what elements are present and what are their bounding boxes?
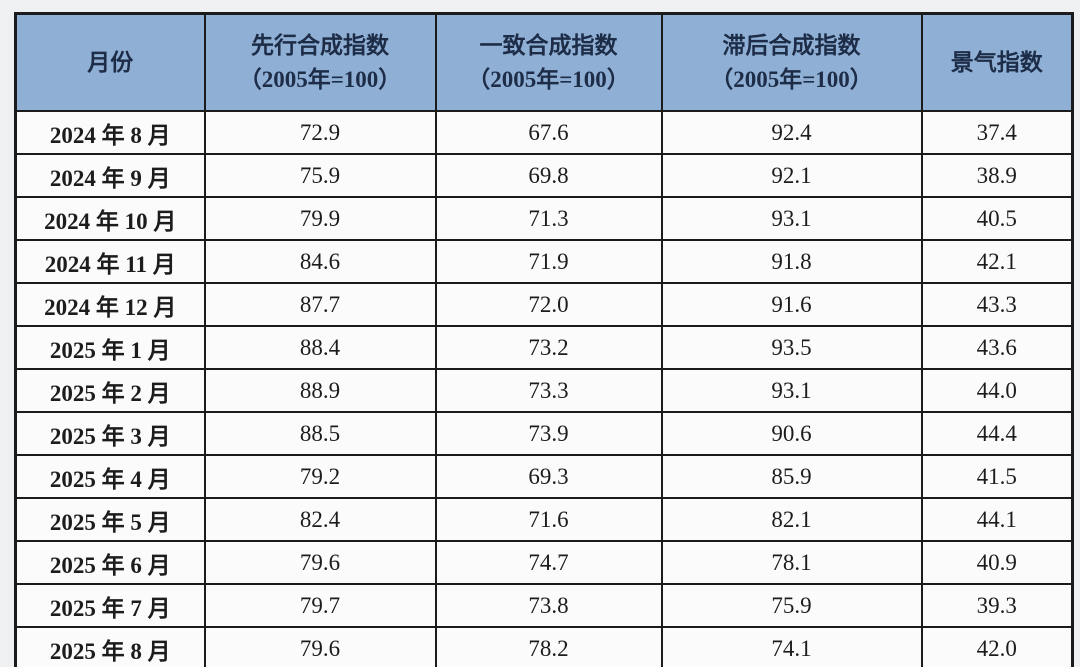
table-row: 2025 年 2 月 88.9 73.3 93.1 44.0 (14, 368, 1074, 413)
column-header-month: 月份 (14, 12, 206, 112)
value-cell: 78.1 (660, 540, 923, 585)
value-cell: 92.1 (660, 153, 923, 198)
value-cell: 88.5 (203, 411, 437, 456)
month-cell: 2025 年 7 月 (14, 583, 206, 628)
column-header-label: 一致合成指数 (479, 33, 618, 59)
table-row: 2025 年 7 月 79.7 73.8 75.9 39.3 (14, 583, 1074, 628)
table-row: 2025 年 3 月 88.5 73.9 90.6 44.4 (14, 411, 1074, 456)
value-cell: 82.4 (203, 497, 437, 542)
value-cell: 44.1 (920, 497, 1074, 542)
value-cell: 78.2 (434, 626, 663, 667)
value-cell: 75.9 (203, 153, 437, 198)
value-cell: 74.7 (434, 540, 663, 585)
value-cell: 72.0 (434, 282, 663, 327)
value-cell: 44.4 (920, 411, 1074, 456)
value-cell: 73.3 (434, 368, 663, 413)
value-cell: 40.5 (920, 196, 1074, 241)
header-row: 月份 先行合成指数 （2005年=100） 一致合成指数 （2005年=100）… (14, 12, 1074, 112)
value-cell: 71.3 (434, 196, 663, 241)
table-row: 2024 年 8 月 72.9 67.6 92.4 37.4 (14, 110, 1074, 155)
value-cell: 43.6 (920, 325, 1074, 370)
month-cell: 2024 年 10 月 (14, 196, 206, 241)
column-header-sublabel: （2005年=100） (467, 66, 630, 92)
column-header-label: 月份 (87, 49, 134, 75)
value-cell: 73.8 (434, 583, 663, 628)
value-cell: 92.4 (660, 110, 923, 155)
value-cell: 44.0 (920, 368, 1074, 413)
table-row: 2025 年 6 月 79.6 74.7 78.1 40.9 (14, 540, 1074, 585)
value-cell: 71.9 (434, 239, 663, 284)
table-row: 2025 年 4 月 79.2 69.3 85.9 41.5 (14, 454, 1074, 499)
column-header-sublabel: （2005年=100） (710, 66, 873, 92)
month-cell: 2025 年 3 月 (14, 411, 206, 456)
month-cell: 2024 年 9 月 (14, 153, 206, 198)
value-cell: 40.9 (920, 540, 1074, 585)
value-cell: 88.4 (203, 325, 437, 370)
value-cell: 73.2 (434, 325, 663, 370)
month-cell: 2025 年 5 月 (14, 497, 206, 542)
value-cell: 39.3 (920, 583, 1074, 628)
value-cell: 93.1 (660, 196, 923, 241)
month-cell: 2024 年 12 月 (14, 282, 206, 327)
value-cell: 91.6 (660, 282, 923, 327)
table-row: 2024 年 12 月 87.7 72.0 91.6 43.3 (14, 282, 1074, 327)
value-cell: 85.9 (660, 454, 923, 499)
value-cell: 79.9 (203, 196, 437, 241)
month-cell: 2024 年 11 月 (14, 239, 206, 284)
value-cell: 84.6 (203, 239, 437, 284)
index-table: 月份 先行合成指数 （2005年=100） 一致合成指数 （2005年=100）… (14, 12, 1074, 667)
column-header-sublabel: （2005年=100） (238, 66, 402, 92)
month-cell: 2025 年 4 月 (14, 454, 206, 499)
value-cell: 74.1 (660, 626, 923, 667)
table-row: 2025 年 8 月 79.6 78.2 74.1 42.0 (14, 626, 1074, 667)
value-cell: 42.0 (920, 626, 1074, 667)
column-header-lagging-index: 滞后合成指数 （2005年=100） (660, 12, 923, 112)
value-cell: 93.1 (660, 368, 923, 413)
table-row: 2025 年 5 月 82.4 71.6 82.1 44.1 (14, 497, 1074, 542)
column-header-label: 景气指数 (950, 49, 1043, 75)
month-cell: 2025 年 2 月 (14, 368, 206, 413)
column-header-prosperity-index: 景气指数 (920, 12, 1074, 112)
value-cell: 87.7 (203, 282, 437, 327)
value-cell: 41.5 (920, 454, 1074, 499)
value-cell: 71.6 (434, 497, 663, 542)
value-cell: 90.6 (660, 411, 923, 456)
value-cell: 79.6 (203, 540, 437, 585)
column-header-coincident-index: 一致合成指数 （2005年=100） (434, 12, 663, 112)
value-cell: 82.1 (660, 497, 923, 542)
value-cell: 69.3 (434, 454, 663, 499)
value-cell: 88.9 (203, 368, 437, 413)
month-cell: 2025 年 6 月 (14, 540, 206, 585)
value-cell: 79.6 (203, 626, 437, 667)
value-cell: 72.9 (203, 110, 437, 155)
value-cell: 69.8 (434, 153, 663, 198)
month-cell: 2025 年 8 月 (14, 626, 206, 667)
value-cell: 73.9 (434, 411, 663, 456)
value-cell: 91.8 (660, 239, 923, 284)
value-cell: 38.9 (920, 153, 1074, 198)
table-row: 2024 年 11 月 84.6 71.9 91.8 42.1 (14, 239, 1074, 284)
value-cell: 93.5 (660, 325, 923, 370)
month-cell: 2025 年 1 月 (14, 325, 206, 370)
table-row: 2024 年 10 月 79.9 71.3 93.1 40.5 (14, 196, 1074, 241)
table-body: 2024 年 8 月 72.9 67.6 92.4 37.4 2024 年 9 … (14, 110, 1074, 667)
value-cell: 79.7 (203, 583, 437, 628)
column-header-leading-index: 先行合成指数 （2005年=100） (203, 12, 437, 112)
column-header-label: 先行合成指数 (251, 33, 389, 59)
column-header-label: 滞后合成指数 (722, 33, 861, 59)
month-cell: 2024 年 8 月 (14, 110, 206, 155)
value-cell: 75.9 (660, 583, 923, 628)
table-row: 2025 年 1 月 88.4 73.2 93.5 43.6 (14, 325, 1074, 370)
value-cell: 43.3 (920, 282, 1074, 327)
value-cell: 67.6 (434, 110, 663, 155)
value-cell: 79.2 (203, 454, 437, 499)
value-cell: 37.4 (920, 110, 1074, 155)
value-cell: 42.1 (920, 239, 1074, 284)
table-row: 2024 年 9 月 75.9 69.8 92.1 38.9 (14, 153, 1074, 198)
